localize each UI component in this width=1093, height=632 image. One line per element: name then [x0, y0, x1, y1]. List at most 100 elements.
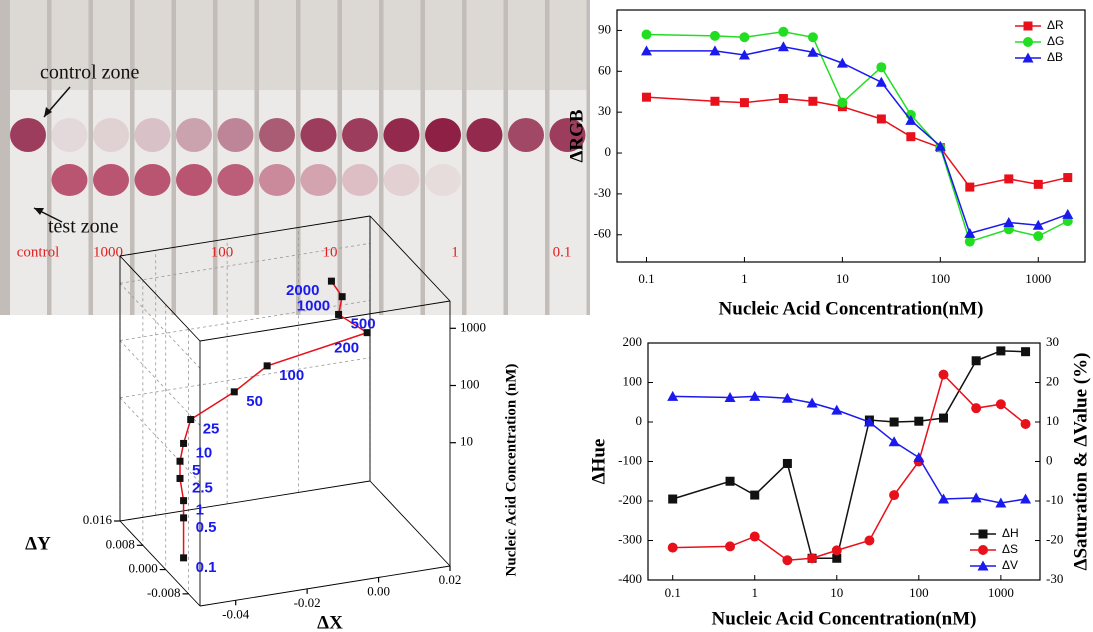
grid-line — [119, 283, 201, 369]
data-point — [781, 392, 793, 403]
data-point — [939, 413, 949, 423]
point-label: 50 — [246, 393, 263, 410]
series-line — [672, 373, 1027, 562]
strip — [51, 90, 89, 315]
x-tick-label: 0.1 — [665, 585, 681, 600]
y2-tick-label: 30 — [1046, 334, 1059, 349]
x-axis-title: Nucleic Acid Concentration(nM) — [712, 608, 977, 629]
y-tick-label: 30 — [598, 103, 611, 118]
x-tick-label: 100 — [909, 585, 929, 600]
lane-label: 0.1 — [553, 244, 572, 260]
y2-tick-label: -10 — [1046, 492, 1063, 507]
test-spot — [176, 164, 212, 196]
box-edge — [369, 215, 451, 302]
data-point — [176, 474, 184, 482]
y2-tick-label: 0 — [1046, 452, 1053, 467]
data-point — [710, 96, 720, 106]
x-axis-title: ΔX — [317, 612, 343, 632]
y2-axis-title: ΔSaturation & ΔValue (%) — [1070, 353, 1091, 571]
legend-label: ΔS — [1002, 542, 1018, 556]
x-tick-label: 0.1 — [638, 271, 654, 286]
legend-marker — [977, 560, 989, 571]
strip-top — [383, 0, 421, 90]
x-tick-label: 1000 — [1025, 271, 1051, 286]
strip-top — [466, 0, 504, 90]
data-point — [1033, 179, 1043, 189]
y2-tick-label: 10 — [1046, 413, 1059, 428]
test-spot — [425, 164, 461, 196]
point-label: 100 — [279, 367, 304, 384]
point-label: 2.5 — [192, 479, 213, 496]
strip-top — [134, 0, 172, 90]
plot-frame — [616, 9, 1086, 263]
y-tick-label: 0.000 — [128, 561, 157, 576]
strip-top — [10, 0, 47, 90]
data-point — [906, 132, 916, 142]
strip-top — [425, 0, 462, 90]
y-tick-label: -100 — [618, 452, 642, 467]
data-point — [971, 403, 982, 414]
test-spot — [51, 164, 88, 196]
data-point — [709, 45, 721, 56]
control-spot — [51, 118, 88, 152]
data-point — [807, 46, 819, 57]
control-spot — [549, 118, 586, 152]
lane-label: 100 — [211, 244, 234, 260]
x-tick-label: -0.02 — [294, 595, 321, 610]
data-point — [739, 32, 750, 43]
control-spot — [93, 118, 129, 152]
data-point — [938, 369, 949, 380]
data-point — [338, 293, 346, 301]
y-tick-label: 200 — [623, 334, 643, 349]
data-point — [180, 554, 188, 562]
lane-label: 1 — [451, 244, 459, 260]
data-point — [965, 182, 975, 192]
control-spot — [300, 118, 337, 152]
legend-marker — [1022, 52, 1034, 63]
data-point — [724, 392, 736, 403]
control-spot — [383, 118, 420, 152]
data-point — [777, 41, 789, 52]
data-point — [749, 531, 760, 542]
data-point — [230, 388, 238, 396]
data-point — [863, 416, 875, 427]
y-tick-label: 0.016 — [83, 512, 113, 527]
data-point — [782, 555, 793, 566]
annotation: test zone — [48, 216, 119, 238]
data-point — [176, 457, 184, 465]
arrow-head — [44, 107, 52, 117]
y-axis-title: ΔHue — [588, 439, 609, 485]
y-tick-label: 0 — [636, 413, 643, 428]
data-point — [1020, 418, 1031, 429]
grid-line — [119, 340, 201, 426]
y-tick-label: -200 — [618, 492, 642, 507]
legend-label: ΔR — [1047, 18, 1064, 32]
control-spot — [259, 118, 295, 152]
data-point — [1021, 347, 1031, 357]
point-label: 2000 — [286, 282, 319, 299]
control-spot — [466, 118, 503, 152]
series-line — [646, 46, 1069, 235]
grid-line — [119, 357, 371, 399]
data-point — [836, 57, 848, 68]
data-point — [964, 227, 976, 238]
data-point — [995, 399, 1006, 410]
control-spot — [508, 118, 544, 152]
x-tick-label: 1000 — [988, 585, 1014, 600]
point-label: 200 — [334, 340, 359, 357]
strip-top — [300, 0, 338, 90]
y-tick-label: -400 — [618, 571, 642, 586]
data-point — [913, 452, 925, 463]
y2-tick-label: 20 — [1046, 373, 1059, 388]
data-point — [640, 45, 652, 56]
point-label: 1 — [196, 502, 204, 519]
y-axis-title: ΔY — [25, 533, 51, 554]
y-tick-label: -0.008 — [147, 585, 181, 600]
strip-top — [342, 0, 379, 90]
grid-line — [119, 242, 371, 284]
data-point — [832, 553, 842, 563]
data-point — [738, 49, 750, 60]
legend-marker — [1023, 21, 1033, 31]
z-tick-label: 10 — [460, 434, 473, 449]
test-spot — [259, 164, 295, 196]
